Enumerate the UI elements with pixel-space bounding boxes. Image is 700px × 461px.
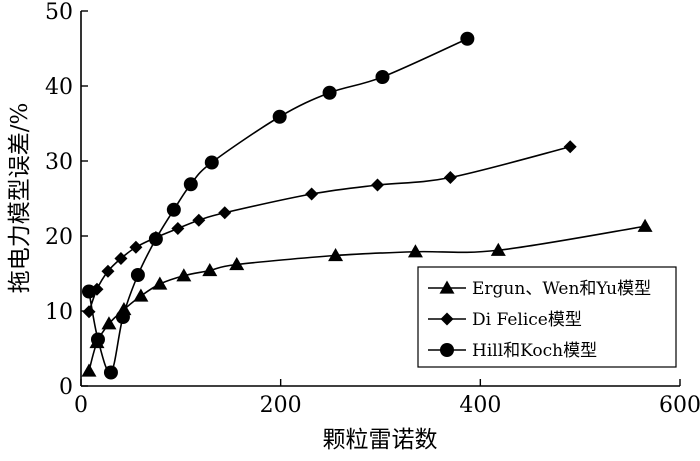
data-point-circle: [322, 85, 337, 100]
data-point-triangle: [328, 248, 344, 262]
data-point-diamond: [371, 178, 385, 192]
data-point-diamond: [563, 140, 577, 154]
y-axis-title: 拖电力模型误差/%: [7, 103, 33, 294]
data-point-diamond: [171, 222, 185, 235]
data-point-circle: [204, 155, 219, 170]
x-tick-label: 400: [459, 393, 501, 418]
data-point-triangle: [101, 316, 117, 330]
data-point-circle: [375, 70, 390, 84]
data-point-triangle: [637, 218, 653, 232]
data-point-triangle: [407, 244, 423, 258]
data-point-triangle: [490, 242, 506, 256]
data-point-circle: [90, 332, 105, 347]
legend: Ergun、Wen和Yu模型 Di Felice模型 Hill和Koch模型: [417, 266, 677, 368]
data-point-diamond: [192, 213, 206, 227]
data-point-triangle: [202, 263, 218, 277]
data-point-circle: [460, 31, 475, 46]
y-tick-label: 30: [45, 150, 73, 175]
data-point-diamond: [114, 252, 128, 265]
legend-entry: Di Felice模型: [428, 310, 582, 330]
data-point-triangle: [229, 257, 245, 271]
legend-marker-diamond: [440, 312, 454, 326]
legend-marker-triangle: [439, 280, 455, 294]
data-point-diamond: [129, 240, 143, 254]
data-point-diamond: [101, 264, 115, 278]
y-ticks: 0 10 20 30 40 50: [45, 0, 88, 400]
data-point-triangle: [152, 276, 168, 290]
series-diamond: [82, 140, 577, 319]
y-tick-label: 20: [45, 225, 73, 250]
data-point-triangle: [81, 363, 97, 377]
y-tick-label: 10: [45, 300, 73, 325]
legend-entry: Ergun、Wen和Yu模型: [428, 279, 651, 299]
x-ticks: 0 200 400 600: [74, 379, 700, 418]
data-point-triangle: [176, 268, 192, 282]
data-point-circle: [272, 109, 287, 124]
legend-label: Di Felice模型: [472, 310, 582, 330]
legend-entry: Hill和Koch模型: [428, 341, 597, 361]
x-tick-label: 0: [74, 393, 88, 418]
x-tick-label: 600: [659, 393, 700, 418]
data-point-diamond: [305, 187, 319, 201]
series-layer: [81, 31, 653, 380]
data-point-circle: [103, 365, 118, 380]
legend-entries: Ergun、Wen和Yu模型 Di Felice模型 Hill和Koch模型: [428, 279, 651, 361]
data-point-circle: [183, 177, 198, 192]
y-tick-label: 0: [59, 375, 73, 400]
data-point-circle: [81, 284, 96, 299]
y-tick-label: 50: [45, 0, 73, 25]
data-point-diamond: [218, 206, 232, 220]
legend-label: Hill和Koch模型: [472, 341, 597, 361]
legend-label: Ergun、Wen和Yu模型: [472, 279, 651, 299]
data-point-circle: [148, 232, 163, 246]
data-point-triangle: [133, 288, 149, 302]
data-point-circle: [115, 310, 130, 324]
x-axis-title: 颗粒雷诺数: [323, 427, 438, 453]
x-tick-label: 200: [260, 393, 302, 418]
legend-marker-circle: [440, 343, 454, 357]
series-circle: [81, 31, 475, 380]
data-point-circle: [130, 268, 145, 282]
series-line: [88, 38, 468, 374]
data-point-diamond: [443, 171, 457, 184]
series-triangle: [81, 218, 653, 377]
y-tick-label: 40: [45, 75, 73, 100]
data-point-circle: [166, 202, 181, 217]
